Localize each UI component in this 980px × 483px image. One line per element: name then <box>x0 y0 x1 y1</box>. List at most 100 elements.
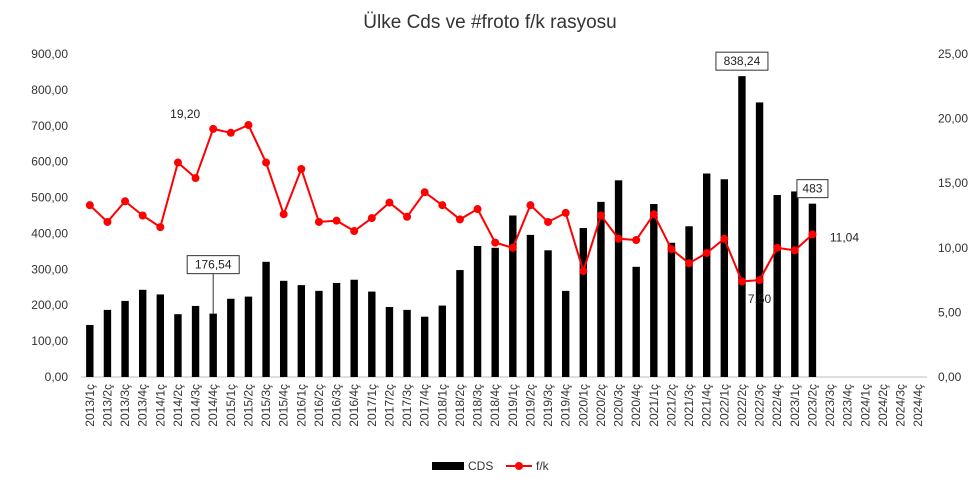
x-tick-label: 2022/2ç <box>735 384 749 427</box>
fk-point <box>279 210 288 219</box>
annotations: 176,54 838,24 483 19,20 7,50 11,04 <box>170 51 859 314</box>
cds-bar <box>138 289 147 377</box>
fk-point <box>755 276 764 285</box>
annotation-label: 7,50 <box>748 292 772 306</box>
left-tick-label: 900,00 <box>31 47 68 61</box>
x-tick-label: 2019/4ç <box>559 384 573 427</box>
cds-bar <box>456 270 464 377</box>
fk-point <box>649 210 658 219</box>
fk-point <box>173 158 182 167</box>
cds-bar <box>103 309 112 377</box>
cds-bar <box>702 173 711 377</box>
x-tick-label: 2022/4ç <box>770 384 784 427</box>
x-tick-label: 2020/1ç <box>576 384 590 427</box>
cds-bar <box>791 191 799 377</box>
fk-point <box>314 217 323 226</box>
cds-bar <box>368 291 376 377</box>
fk-point <box>790 246 799 255</box>
right-axis: 0,00 5,00 10,00 15,00 20,00 25,00 <box>938 47 968 384</box>
cds-bar <box>385 307 394 377</box>
x-tick-label: 2019/3ç <box>541 384 555 427</box>
cds-bar <box>738 76 746 377</box>
cds-bar <box>579 228 588 377</box>
fk-point <box>561 208 570 217</box>
cds-bar <box>297 285 306 377</box>
cds-bar <box>332 282 341 377</box>
fk-point <box>403 212 412 221</box>
fk-line-series <box>85 121 817 286</box>
left-tick-label: 100,00 <box>31 334 68 348</box>
fk-point <box>420 188 429 197</box>
fk-point <box>191 174 200 183</box>
fk-point <box>773 243 782 252</box>
fk-point <box>226 128 235 137</box>
cds-bar <box>244 296 253 377</box>
x-tick-label: 2014/3ç <box>189 384 203 427</box>
cds-bar <box>403 309 411 377</box>
fk-point <box>121 197 130 206</box>
left-tick-label: 200,00 <box>31 298 68 312</box>
left-tick-label: 400,00 <box>31 226 68 240</box>
cds-bar <box>808 203 817 377</box>
annotation-box <box>186 255 240 275</box>
left-axis: 0,00 100,00 200,00 300,00 400,00 500,00 600,00… <box>31 47 68 384</box>
x-tick-label: 2013/4ç <box>136 384 150 427</box>
cds-bar <box>279 280 288 377</box>
fk-point <box>350 227 359 236</box>
cds-bar <box>156 294 165 377</box>
x-tick-label: 2013/2ç <box>100 384 114 427</box>
x-tick-label: 2018/1ç <box>435 384 449 427</box>
annotation-box <box>715 51 769 71</box>
fk-point <box>720 234 729 243</box>
fk-point <box>632 236 641 245</box>
cds-bar <box>262 261 270 377</box>
cds-bar <box>685 226 693 377</box>
x-tick-label: 2016/4ç <box>347 384 361 427</box>
x-tick-label: 2015/4ç <box>277 384 291 427</box>
x-tick-label: 2021/3ç <box>682 384 696 427</box>
fk-point <box>579 267 588 276</box>
x-tick-label: 2023/4ç <box>841 384 855 427</box>
fk-point <box>262 158 271 167</box>
fk-point <box>702 248 711 257</box>
cds-bar <box>720 179 729 377</box>
x-tick-label: 2016/1ç <box>294 384 308 427</box>
x-tick-label: 2017/3ç <box>400 384 414 427</box>
fk-point <box>685 259 694 268</box>
fk-point <box>737 277 746 286</box>
cds-bar <box>614 180 623 377</box>
legend-swatch-fk-marker <box>515 462 523 470</box>
x-tick-label: 2014/2ç <box>171 384 185 427</box>
cds-bar <box>561 290 570 377</box>
cds-bar <box>544 250 552 377</box>
x-tick-label: 2014/4ç <box>206 384 220 427</box>
x-tick-label: 2019/2ç <box>523 384 537 427</box>
cds-bar <box>667 242 676 377</box>
x-tick-label: 2018/4ç <box>488 384 502 427</box>
x-tick-label: 2024/4ç <box>911 384 925 427</box>
annotation-label: 176,54 <box>195 258 232 272</box>
right-tick-label: 5,00 <box>938 305 962 319</box>
cds-bar <box>315 290 323 377</box>
legend: CDS f/k <box>432 459 550 473</box>
annotation-label: 19,20 <box>170 107 200 121</box>
fk-point <box>244 121 253 130</box>
cds-bar <box>86 324 94 377</box>
x-tick-label: 2018/3ç <box>471 384 485 427</box>
x-tick-label: 2015/1ç <box>224 384 238 427</box>
cds-bar <box>209 313 217 377</box>
right-tick-label: 10,00 <box>938 241 968 255</box>
cds-bar <box>491 247 499 377</box>
fk-point <box>385 198 394 207</box>
right-tick-label: 15,00 <box>938 176 968 190</box>
legend-swatch-cds <box>432 462 464 470</box>
x-tick-label: 2023/3ç <box>823 384 837 427</box>
x-tick-label: 2021/2ç <box>664 384 678 427</box>
left-tick-label: 800,00 <box>31 83 68 97</box>
x-tick-label: 2015/2ç <box>241 384 255 427</box>
cds-bar <box>473 246 482 377</box>
x-tick-label: 2019/1ç <box>506 384 520 427</box>
cds-bar <box>597 201 605 377</box>
x-tick-label: 2017/2ç <box>382 384 396 427</box>
x-tick-label: 2020/3ç <box>612 384 626 427</box>
